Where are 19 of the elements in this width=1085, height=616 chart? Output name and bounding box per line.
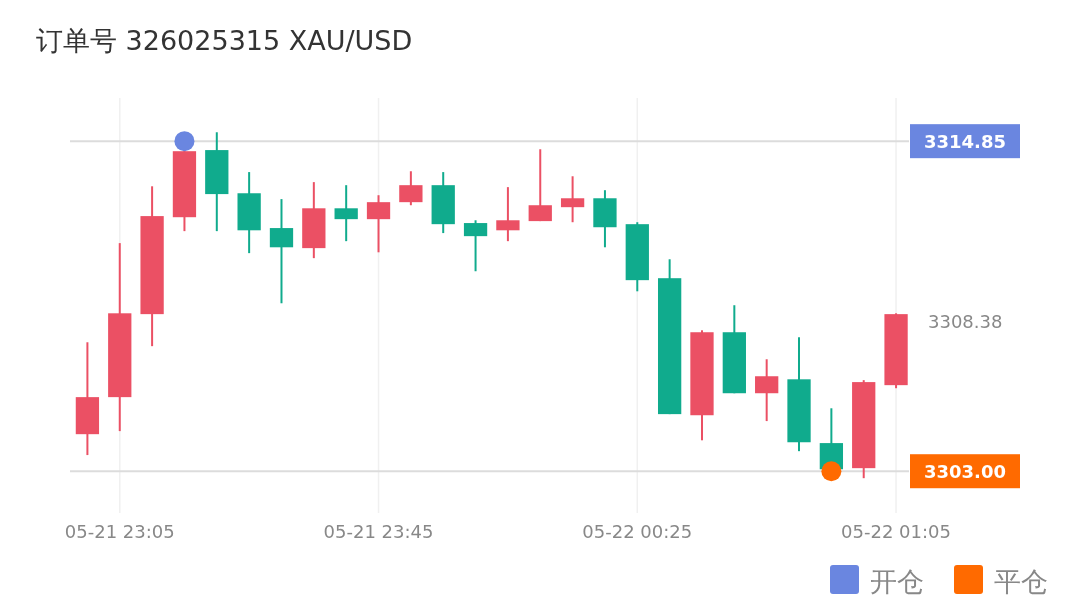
candlestick (334, 184, 358, 243)
y-tick-label: 3303.00 (924, 461, 1006, 483)
y-tick-label: 3314.85 (924, 131, 1006, 153)
candlestick (528, 148, 552, 223)
candlestick (463, 219, 488, 273)
candlestick (269, 198, 294, 305)
candlestick (496, 186, 520, 243)
legend-label: 平仓 (994, 566, 1048, 597)
x-tick-label: 05-22 01:05 (841, 521, 952, 542)
candlestick (755, 358, 779, 423)
legend-label: 开仓 (870, 566, 924, 597)
candlestick (560, 175, 585, 224)
x-tick-label: 05-21 23:05 (64, 521, 175, 542)
chart-title: 订单号 326025315 XAU/USD (36, 25, 413, 56)
x-tick-label: 05-22 00:25 (582, 521, 693, 542)
y-tick-label: 3308.38 (928, 311, 1003, 333)
candlestick (366, 194, 391, 254)
x-tick-label: 05-21 23:45 (323, 521, 434, 542)
candlestick (399, 170, 423, 207)
